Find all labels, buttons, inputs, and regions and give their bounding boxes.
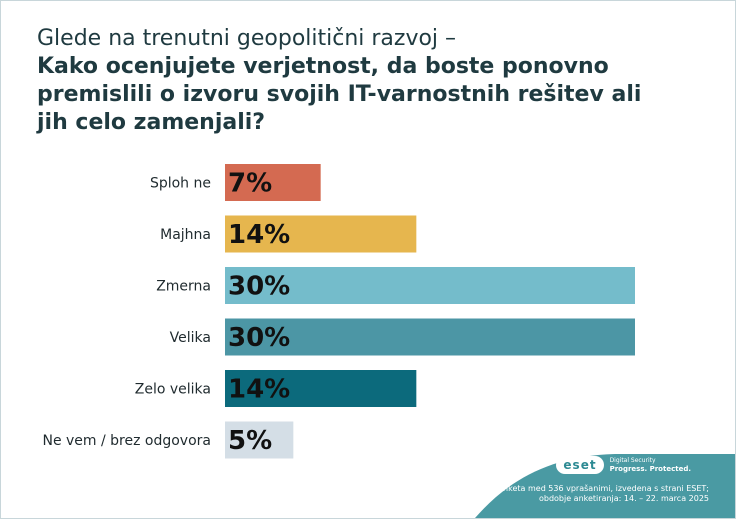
bar [225, 370, 417, 407]
bar [225, 318, 635, 356]
value-label: 14% [228, 375, 290, 405]
category-label: Zelo velika [135, 382, 211, 398]
bar [225, 267, 635, 304]
bar-chart: Sploh ne 7% Majhna 14% Zmerna 30% Velika 30% Zel… [42, 164, 635, 459]
chart-title: Glede na trenutni geopolitični razvoj – … [37, 25, 677, 137]
title-intro: Glede na trenutni geopolitični razvoj – [37, 26, 457, 51]
tagline-line2: Progress. Protected. [609, 465, 691, 473]
category-label: Sploh ne [150, 176, 211, 192]
survey-note-line2: obdobje anketiranja: 14. – 22. marca 202… [538, 494, 709, 503]
category-label: Zmerna [156, 279, 211, 295]
value-label: 14% [228, 220, 290, 250]
survey-note: Anketa med 536 vprašanimi, izvedena s st… [469, 484, 709, 504]
bar [225, 215, 417, 253]
value-label: 30% [228, 323, 290, 353]
eset-logo: eset Digital Security Progress. Protecte… [556, 456, 691, 474]
category-label: Velika [170, 330, 211, 346]
value-label: 5% [228, 426, 272, 456]
bar [225, 421, 294, 459]
value-label: 30% [228, 272, 290, 302]
tagline-line1: Digital Security [609, 457, 656, 464]
brand-tagline: Digital Security Progress. Protected. [610, 456, 691, 474]
footer-wave-shape [475, 454, 735, 518]
logo-mark: eset [556, 456, 604, 474]
survey-note-line1: Anketa med 536 vprašanimi, izvedena s st… [497, 484, 709, 493]
bar [225, 164, 321, 201]
title-question: Kako ocenjujete verjetnost, da boste pon… [37, 54, 642, 135]
category-label: Majhna [160, 227, 211, 243]
category-label: Ne vem / brez odgovora [42, 433, 211, 449]
value-label: 7% [228, 169, 272, 199]
